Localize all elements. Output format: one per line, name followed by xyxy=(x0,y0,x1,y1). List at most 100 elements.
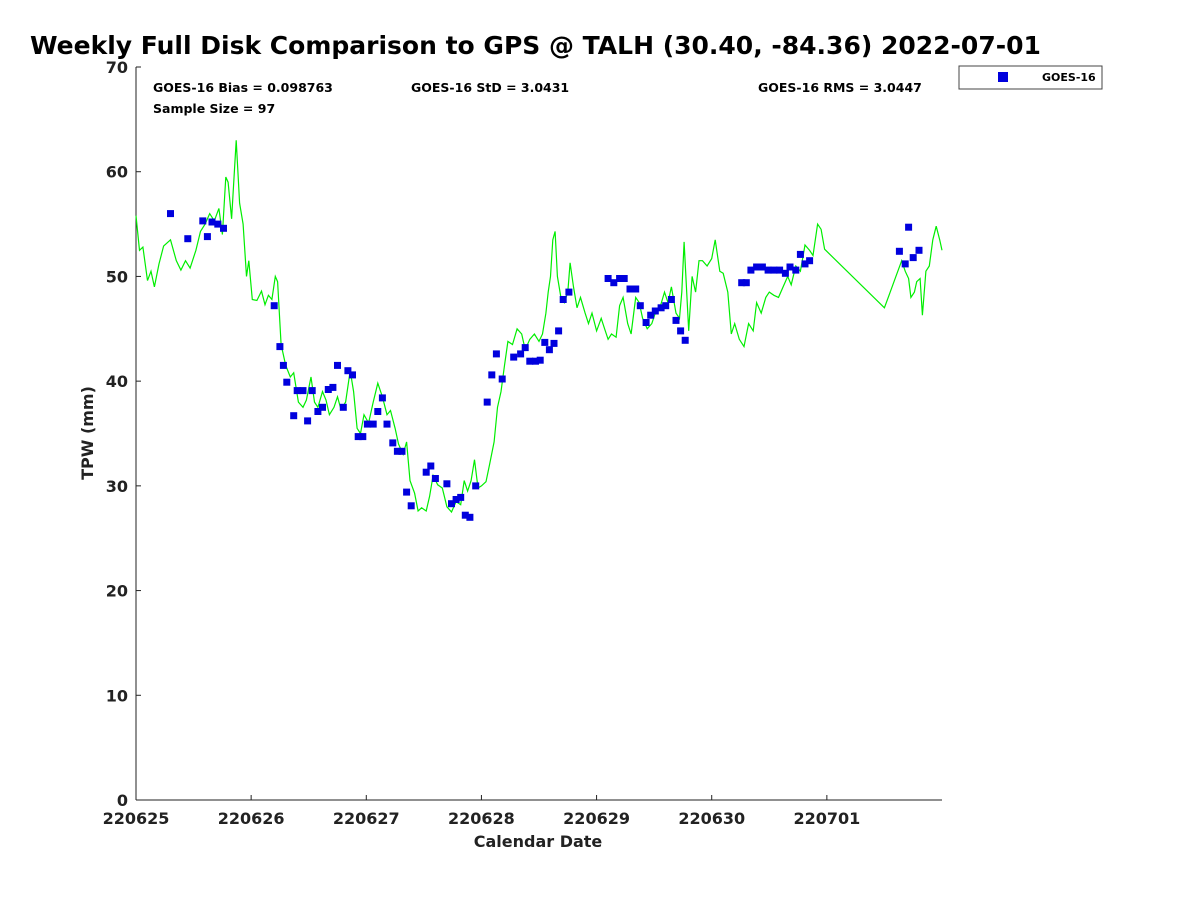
goes16-point xyxy=(764,266,772,274)
x-tick-label: 220629 xyxy=(563,809,630,828)
goes16-point xyxy=(452,496,460,503)
rms-stat: GOES-16 RMS = 3.0447 xyxy=(758,80,922,95)
goes16-point xyxy=(299,387,307,395)
goes16-point xyxy=(393,447,401,455)
goes16-point xyxy=(374,408,382,415)
y-tick-label: 70 xyxy=(106,58,128,77)
goes16-point xyxy=(422,468,430,476)
goes16-point xyxy=(604,275,612,282)
x-tick-label: 220701 xyxy=(793,809,860,828)
legend-box xyxy=(958,65,1103,90)
goes16-point xyxy=(651,307,659,315)
goes16-point xyxy=(632,285,640,293)
legend-marker-goes16 xyxy=(998,72,1008,82)
x-tick-label: 220626 xyxy=(218,809,285,828)
y-tick-label: 10 xyxy=(106,686,128,705)
goes16-point xyxy=(270,302,278,310)
goes16-point xyxy=(536,356,544,364)
y-tick-label: 50 xyxy=(106,267,128,286)
goes16-point xyxy=(905,223,913,231)
goes16-point xyxy=(403,488,411,496)
goes16-point xyxy=(770,266,778,274)
goes16-point xyxy=(753,263,761,271)
goes16-point xyxy=(616,275,624,282)
goes16-point xyxy=(672,316,680,324)
y-tick-label: 0 xyxy=(117,791,128,810)
goes16-point xyxy=(498,375,506,383)
goes16-point xyxy=(526,357,534,365)
goes16-point xyxy=(472,482,480,490)
goes16-point xyxy=(443,480,451,488)
goes16-point xyxy=(220,224,227,232)
y-tick-label: 60 xyxy=(106,163,128,182)
goes16-point xyxy=(532,357,539,365)
goes16-point xyxy=(324,386,332,393)
y-tick-label: 30 xyxy=(106,477,128,496)
goes16-point xyxy=(550,339,558,347)
sample-size-stat: Sample Size = 97 xyxy=(153,101,275,116)
goes16-point xyxy=(901,260,909,268)
std-stat: GOES-16 StD = 3.0431 xyxy=(411,80,569,95)
goes16-point xyxy=(369,420,377,428)
goes16-point xyxy=(378,394,386,402)
goes16-point xyxy=(677,327,685,335)
goes16-point xyxy=(457,493,465,501)
goes16-point xyxy=(909,254,917,262)
goes16-point xyxy=(483,398,491,406)
goes16-point xyxy=(657,304,665,312)
plot-background xyxy=(136,67,942,800)
goes16-point xyxy=(555,327,563,335)
goes16-point xyxy=(565,288,573,296)
goes16-point xyxy=(319,403,326,411)
goes16-point xyxy=(806,257,814,265)
goes16-point xyxy=(283,378,291,386)
x-tick-label: 220630 xyxy=(678,809,745,828)
goes16-point xyxy=(334,361,341,369)
goes16-point xyxy=(199,217,207,225)
goes16-point xyxy=(801,260,809,268)
gps-line-series xyxy=(135,140,943,514)
goes16-point xyxy=(636,302,644,310)
goes16-point xyxy=(427,462,435,470)
goes16-point xyxy=(431,475,439,482)
x-axis-label: Calendar Date xyxy=(474,832,603,851)
chart-title: Weekly Full Disk Comparison to GPS @ TAL… xyxy=(30,31,1041,60)
goes16-point xyxy=(517,350,525,358)
x-tick-label: 220625 xyxy=(103,809,170,828)
goes16-point xyxy=(329,383,337,391)
goes16-point xyxy=(389,439,397,447)
y-axis-ticks: 0 10 20 30 40 50 60 70 xyxy=(106,58,141,810)
goes16-point xyxy=(620,275,628,282)
goes16-point xyxy=(647,311,655,319)
goes16-point xyxy=(214,220,222,228)
goes16-point xyxy=(184,235,192,243)
goes16-point xyxy=(314,408,322,415)
goes16-point xyxy=(776,266,784,274)
goes16-point xyxy=(786,263,794,271)
x-tick-label: 220627 xyxy=(333,809,400,828)
goes16-point xyxy=(758,263,766,271)
goes16-point xyxy=(541,338,549,346)
goes16-point xyxy=(781,269,789,277)
bias-stat: GOES-16 Bias = 0.098763 xyxy=(153,80,333,95)
goes16-point xyxy=(642,319,650,326)
goes16-point xyxy=(448,500,455,508)
goes16-point xyxy=(398,447,406,455)
x-tick-label: 220628 xyxy=(448,809,515,828)
goes16-point xyxy=(407,502,415,510)
goes16-point xyxy=(466,513,474,521)
goes16-point xyxy=(738,279,746,287)
goes16-point xyxy=(626,285,634,293)
plot-area xyxy=(135,67,942,801)
goes16-point xyxy=(339,403,347,411)
goes16-point xyxy=(681,336,689,344)
goes16-point xyxy=(488,371,496,379)
goes16-point xyxy=(349,371,356,379)
goes16-point xyxy=(521,344,529,352)
y-tick-label: 20 xyxy=(106,582,128,601)
goes16-point xyxy=(610,279,618,287)
goes16-point xyxy=(308,387,316,395)
goes16-scatter-series xyxy=(167,210,923,521)
goes16-point xyxy=(742,279,750,287)
goes16-point xyxy=(293,387,301,395)
